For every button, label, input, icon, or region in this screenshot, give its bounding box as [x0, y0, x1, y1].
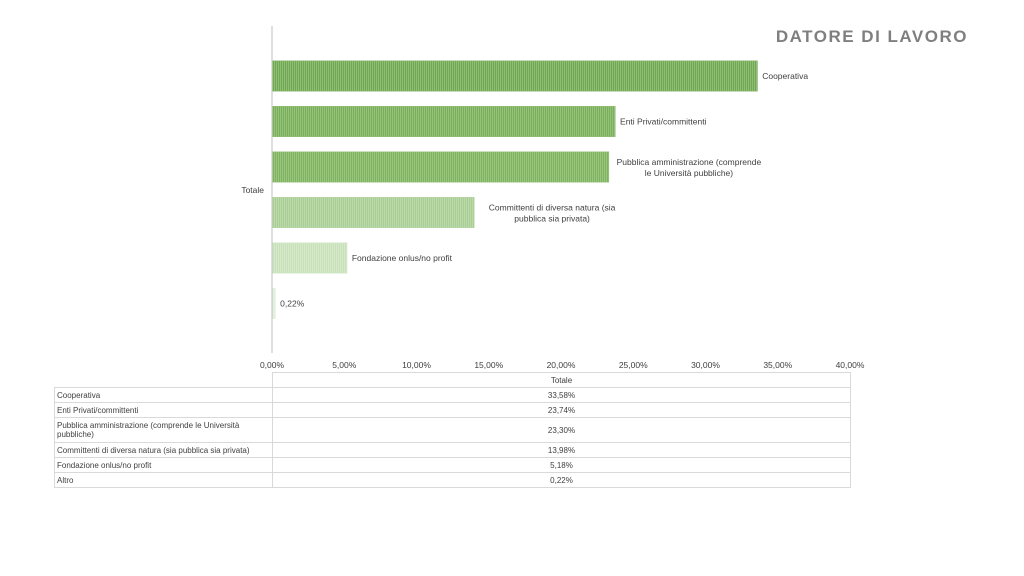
table-row: Cooperativa 33,58%: [54, 387, 851, 403]
table-row: Fondazione onlus/no profit 5,18%: [54, 457, 851, 473]
table-row-label: Pubblica amministrazione (comprende le U…: [54, 417, 273, 443]
bar-texture: [272, 106, 616, 137]
x-tick-label: 20,00%: [547, 360, 576, 370]
x-tick-label: 30,00%: [691, 360, 720, 370]
bar-texture: [272, 288, 276, 319]
x-tick-label: 25,00%: [619, 360, 648, 370]
x-tick-label: 5,00%: [332, 360, 357, 370]
bar-label: Cooperativa: [762, 71, 808, 81]
table-row: Altro 0,22%: [54, 472, 851, 488]
table-row: Enti Privati/committenti 23,74%: [54, 402, 851, 418]
bar-label: Fondazione onlus/no profit: [352, 253, 453, 263]
table-row-label: Enti Privati/committenti: [54, 402, 273, 418]
table-header-cell: Totale: [272, 372, 851, 388]
table-row-value: 23,30%: [272, 417, 851, 443]
table-header-row: Totale: [54, 372, 851, 388]
bar-label: Committenti di diversa natura (sia pubbli…: [489, 203, 616, 224]
table-row: Committenti di diversa natura (sia pubbl…: [54, 442, 851, 458]
bar-texture: [272, 152, 609, 182]
table-row-value: 5,18%: [272, 457, 851, 473]
x-tick-label: 15,00%: [474, 360, 503, 370]
table-row-label: Committenti di diversa natura (sia pubbl…: [54, 442, 273, 458]
table-row-value: 0,22%: [272, 472, 851, 488]
table-header-blank: [54, 372, 273, 388]
bar-texture: [272, 243, 347, 273]
table-row-value: 33,58%: [272, 387, 851, 403]
y-category-label: Totale: [241, 185, 264, 195]
bar-label: Enti Privati/committenti: [620, 117, 707, 127]
slide-title: DATORE DI LAVORO: [775, 27, 968, 46]
table-row-label: Fondazione onlus/no profit: [54, 457, 273, 473]
bar-label: 0,22%: [280, 299, 305, 309]
x-tick-label: 0,00%: [260, 360, 285, 370]
table-row-value: 23,74%: [272, 402, 851, 418]
table-row: Pubblica amministrazione (comprende le U…: [54, 417, 851, 443]
table-row-value: 13,98%: [272, 442, 851, 458]
table-row-label: Cooperativa: [54, 387, 273, 403]
bar-texture: [272, 61, 758, 91]
bar-texture: [272, 197, 475, 228]
data-table: Totale Cooperativa 33,58% Enti Privati/c…: [54, 372, 851, 488]
table-row-label: Altro: [54, 472, 273, 488]
x-tick-label: 35,00%: [763, 360, 792, 370]
bar-label: Pubblica amministrazione (comprende le Un…: [617, 157, 762, 178]
x-tick-label: 40,00%: [836, 360, 865, 370]
x-tick-label: 10,00%: [402, 360, 431, 370]
